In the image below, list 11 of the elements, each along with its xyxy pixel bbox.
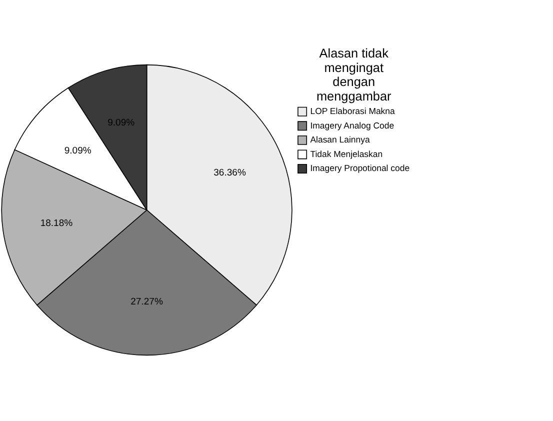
data-label: 27.27% (130, 296, 164, 308)
legend-label: Imagery Propotional code (310, 163, 410, 174)
legend-label: LOP Elaborasi Makna (310, 106, 396, 116)
data-label: 18.18% (40, 218, 74, 230)
legend-label: Imagery Analog Code (310, 120, 394, 130)
legend-title: Alasan tidak mengingat dengan menggambar (316, 46, 392, 104)
legend-label: Alasan Lainnya (310, 134, 370, 145)
data-label: 9.09% (64, 145, 92, 156)
legend-label: Tidak Menjelaskan (310, 148, 383, 159)
data-label: 9.09% (108, 118, 136, 129)
data-label: 36.36% (214, 167, 246, 178)
